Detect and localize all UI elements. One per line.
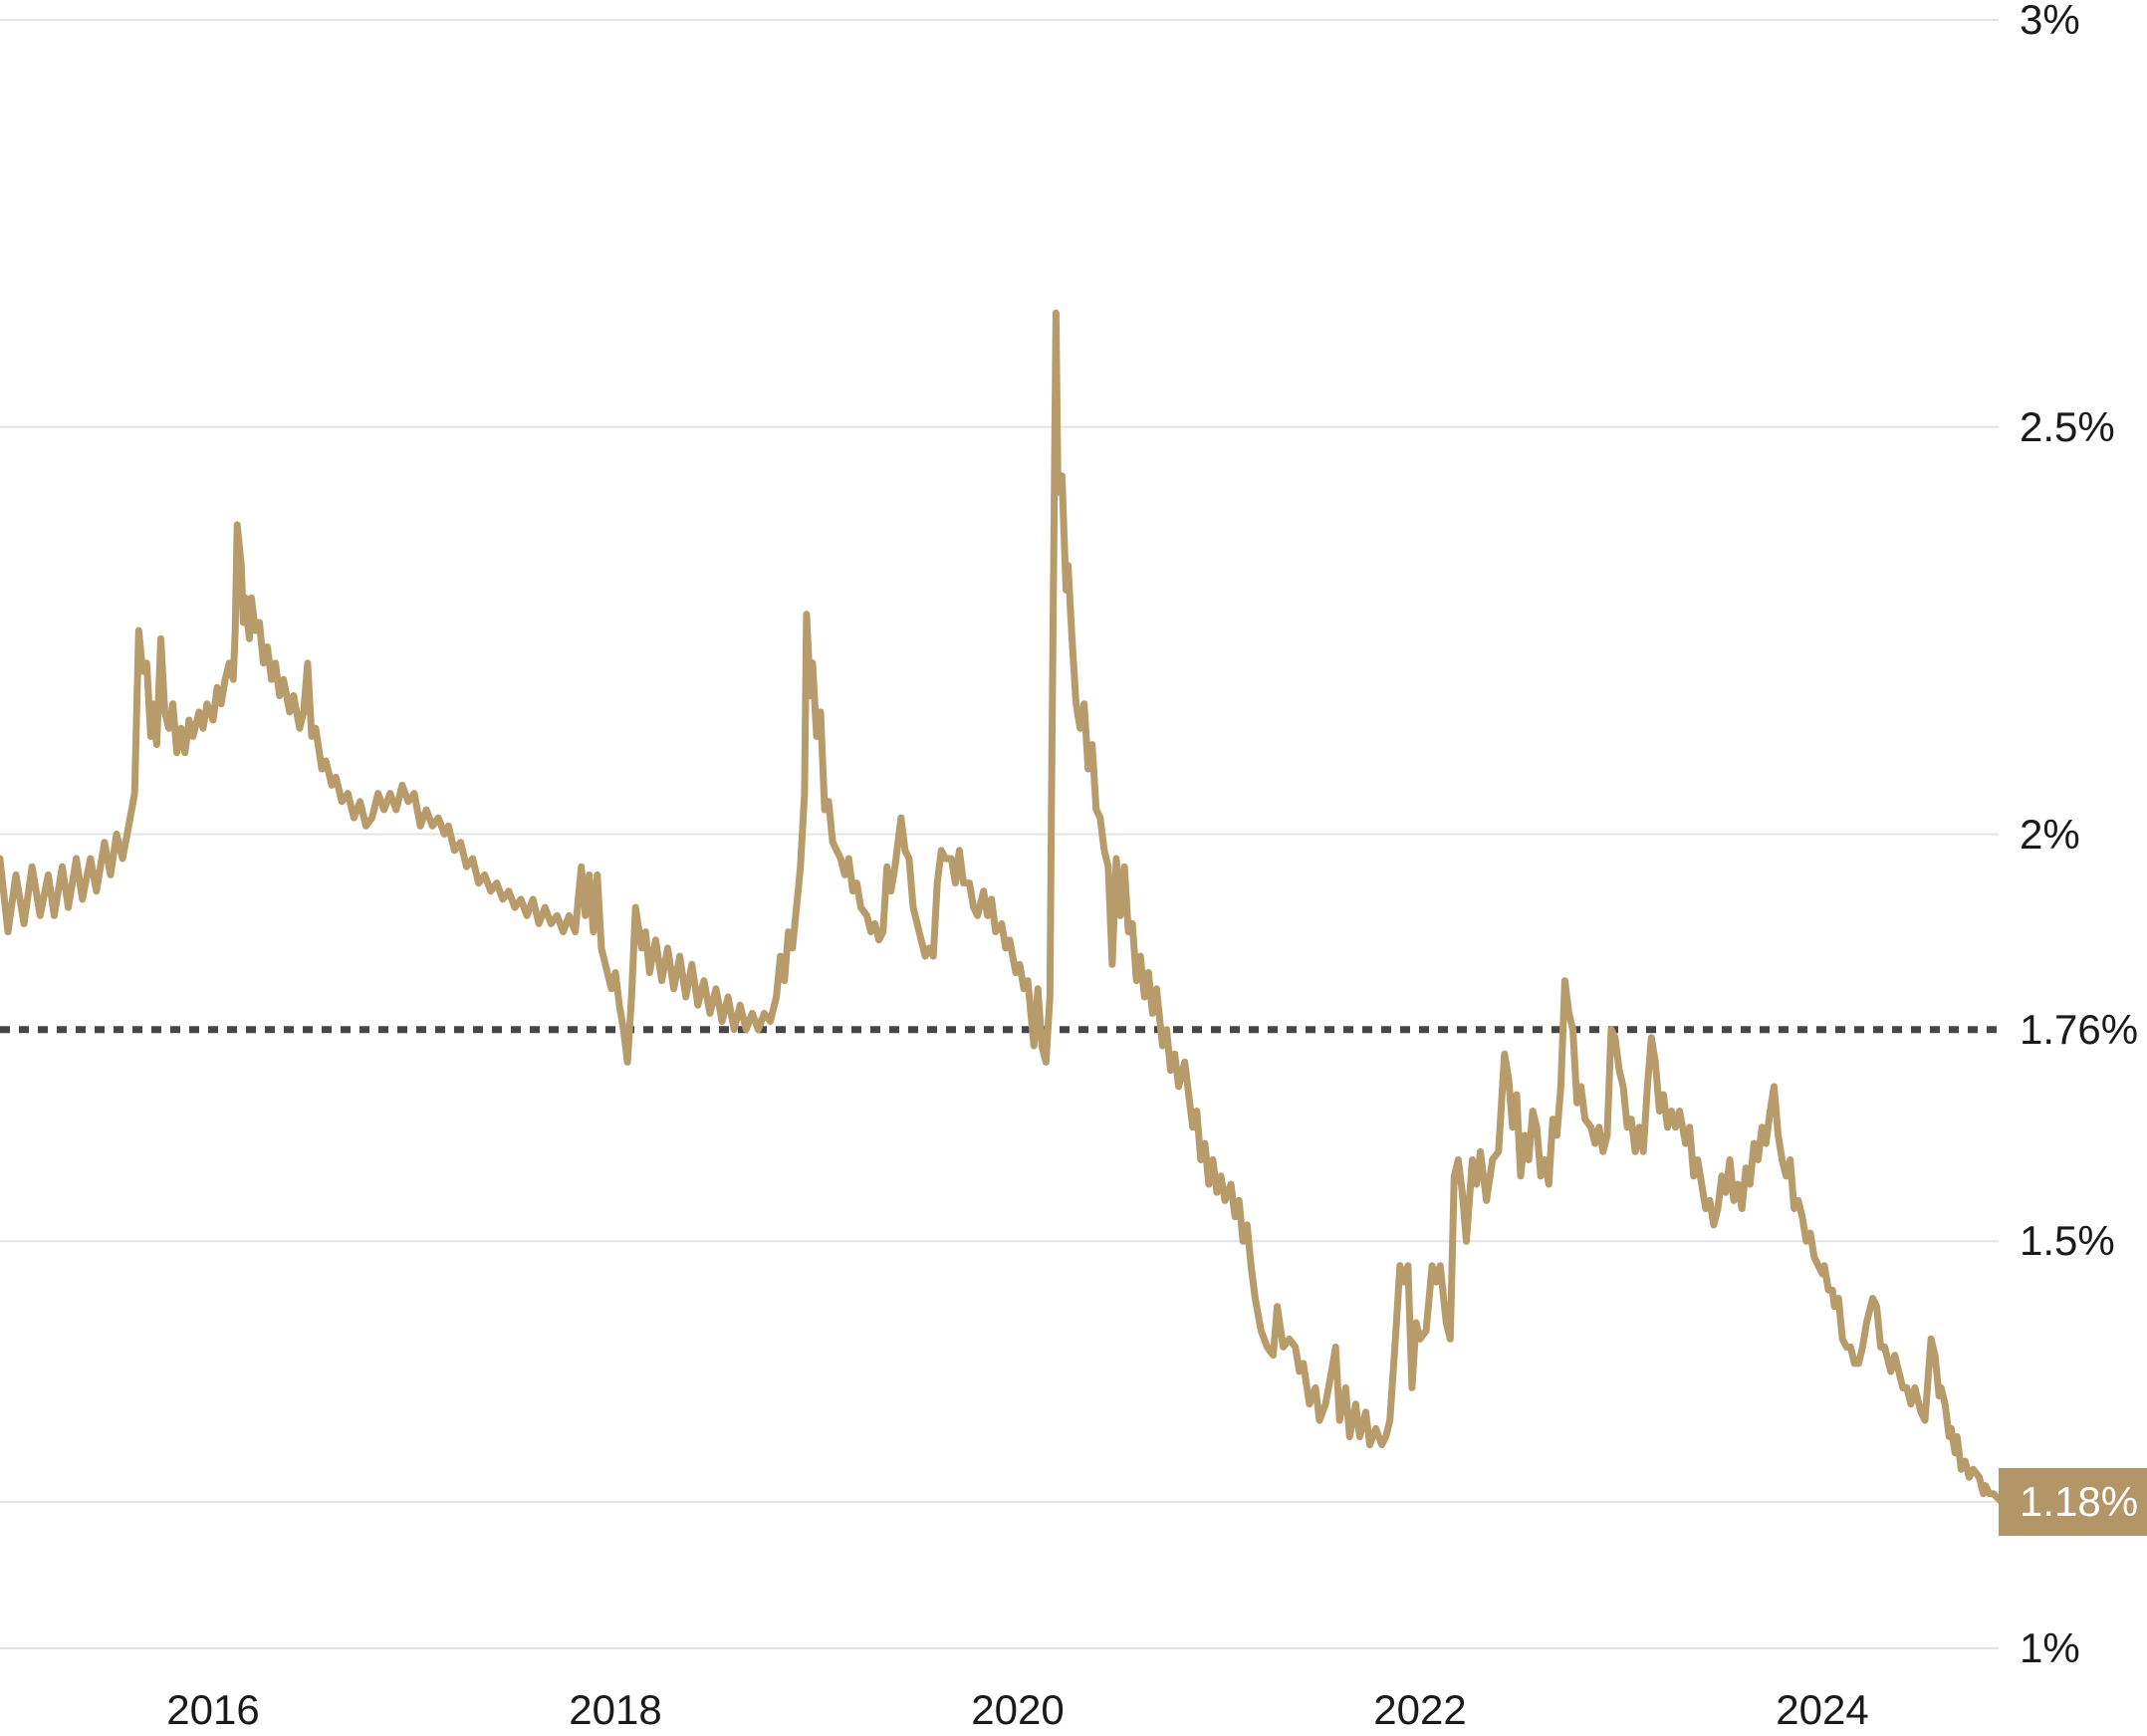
y-axis-tick-label: 3% [2020,0,2080,43]
x-axis-tick-label: 2024 [1776,1686,1869,1733]
x-axis-tick-label: 2016 [166,1686,260,1733]
y-axis-tick-label: 2% [2020,810,2080,858]
x-axis-tick-label: 2018 [569,1686,662,1733]
y-axis-tick-label: 1.5% [2020,1217,2115,1265]
x-axis-tick-label: 2022 [1373,1686,1467,1733]
y-axis-tick-label: 2.5% [2020,402,2115,450]
series-line [0,309,2006,1506]
last-value-label: 1.18% [2020,1478,2139,1525]
reference-line-label: 1.76% [2020,1005,2139,1053]
x-axis-tick-label: 2020 [971,1686,1065,1733]
last-value-badge: 1.18% [1999,1468,2147,1536]
y-axis-tick-label: 1% [2020,1624,2080,1671]
